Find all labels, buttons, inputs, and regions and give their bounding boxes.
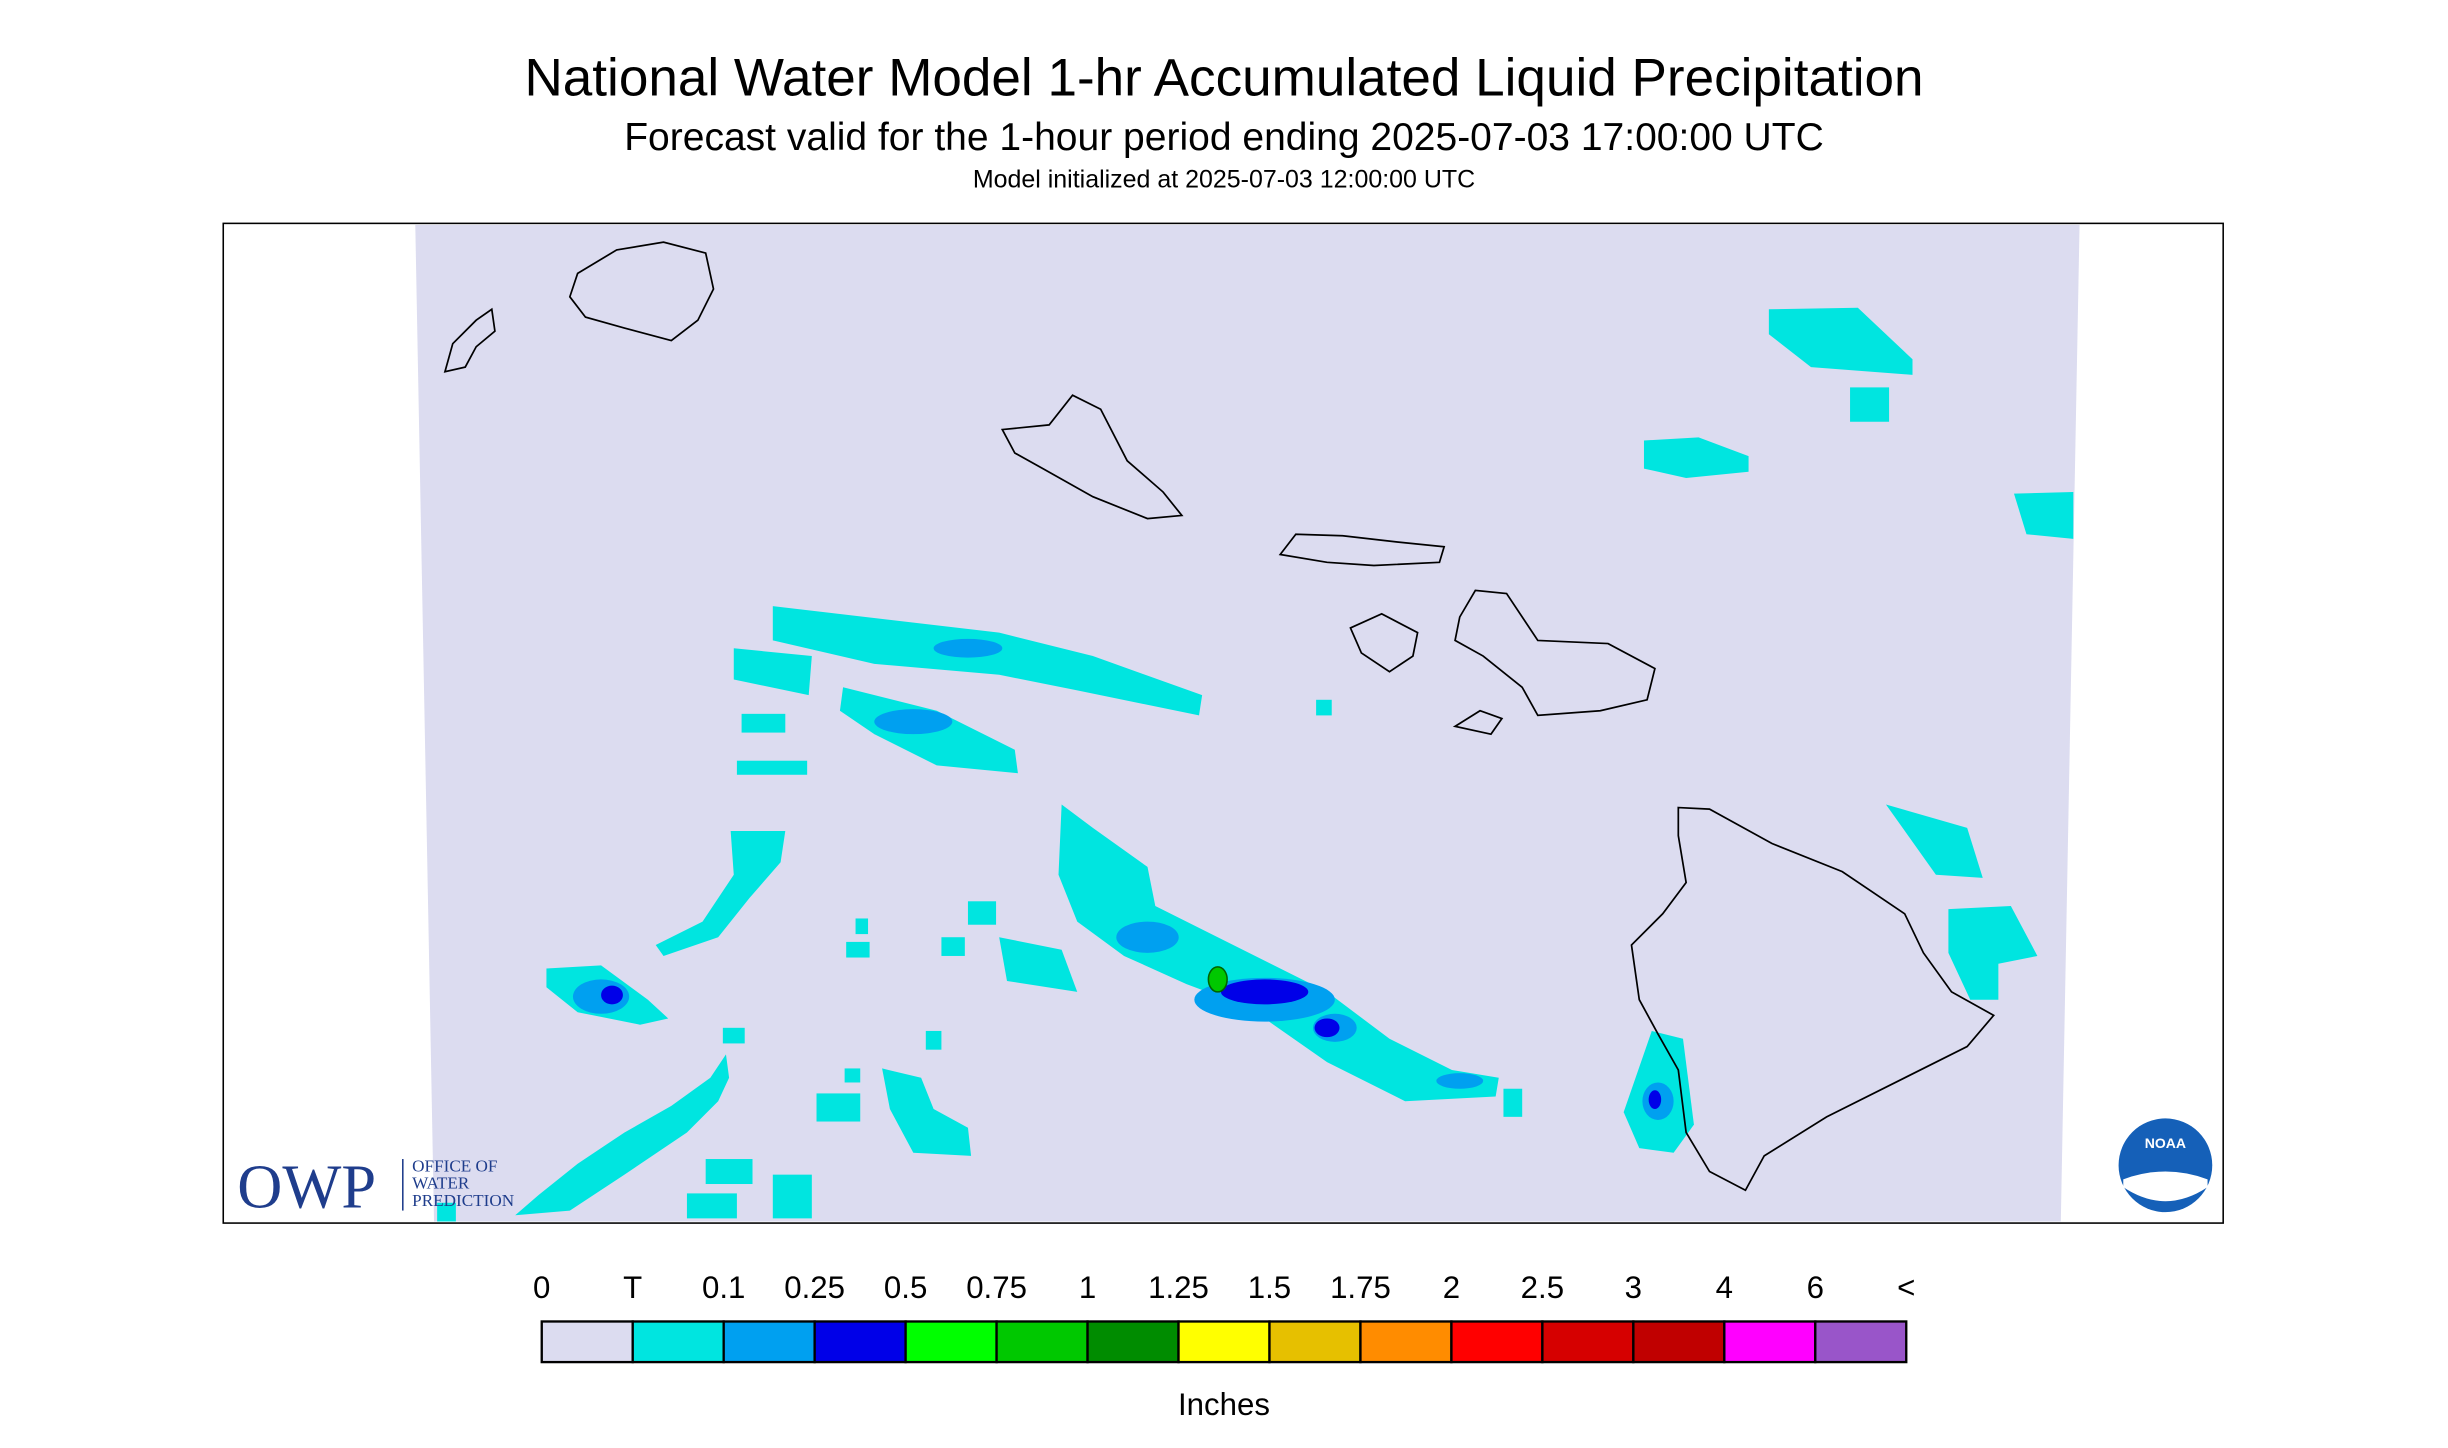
noaa-logo: NOAA (2118, 1118, 2213, 1213)
legend-swatch (1723, 1320, 1817, 1364)
legend-label: 3 (1625, 1270, 1642, 1305)
legend-label: < (1897, 1270, 1915, 1305)
legend-swatch (1086, 1320, 1180, 1364)
legend-swatch (722, 1320, 816, 1364)
subtitle: Forecast valid for the 1-hour period end… (624, 116, 1824, 159)
legend-label: 6 (1807, 1270, 1824, 1305)
legend-label: 0.25 (784, 1270, 845, 1305)
legend-swatch (1268, 1320, 1362, 1364)
owp-line: OFFICE OF (412, 1157, 497, 1176)
legend-label: 1 (1079, 1270, 1096, 1305)
legend-label: 1.25 (1148, 1270, 1209, 1305)
owp-logo: OWP OFFICE OF WATER PREDICTION (237, 1151, 514, 1221)
legend-swatch (1814, 1320, 1908, 1364)
legend-swatch (904, 1320, 998, 1364)
legend-swatch (540, 1320, 634, 1364)
owp-line: PREDICTION (412, 1191, 514, 1210)
owp-line: WATER (412, 1174, 470, 1193)
legend-swatch (1450, 1320, 1544, 1364)
precipitation (437, 307, 2074, 1222)
legend-swatch (1359, 1320, 1453, 1364)
legend: Inches 0 T 0.1 0.25 0.5 0.75 1 1.25 1.5 1.75 2 2.5 3… (533, 1270, 1915, 1422)
legend-swatch (813, 1320, 907, 1364)
legend-label: 0.1 (702, 1270, 745, 1305)
owp-mark: OWP (237, 1151, 376, 1221)
legend-swatch (1177, 1320, 1271, 1364)
legend-label: T (623, 1270, 642, 1305)
noaa-text: NOAA (2145, 1135, 2186, 1151)
legend-label: 0.5 (884, 1270, 927, 1305)
legend-label: 2.5 (1521, 1270, 1564, 1305)
map: OWP OFFICE OF WATER PREDICTION NOAA (222, 222, 2224, 1224)
legend-swatch (995, 1320, 1089, 1364)
legend-swatch (1541, 1320, 1635, 1364)
legend-label: 1.75 (1330, 1270, 1391, 1305)
init-time: Model initialized at 2025-07-03 12:00:00… (973, 165, 1475, 193)
legend-label: 0.75 (966, 1270, 1027, 1305)
coastlines (443, 241, 1996, 1192)
legend-label: 0 (533, 1270, 550, 1305)
legend-swatch (631, 1320, 725, 1364)
legend-label: 4 (1716, 1270, 1733, 1305)
model-domain (415, 224, 2080, 1222)
legend-swatch (1632, 1320, 1726, 1364)
legend-label: 1.5 (1248, 1270, 1291, 1305)
legend-units: Inches (1178, 1387, 1270, 1422)
title: National Water Model 1-hr Accumulated Li… (524, 48, 1923, 107)
legend-label: 2 (1443, 1270, 1460, 1305)
